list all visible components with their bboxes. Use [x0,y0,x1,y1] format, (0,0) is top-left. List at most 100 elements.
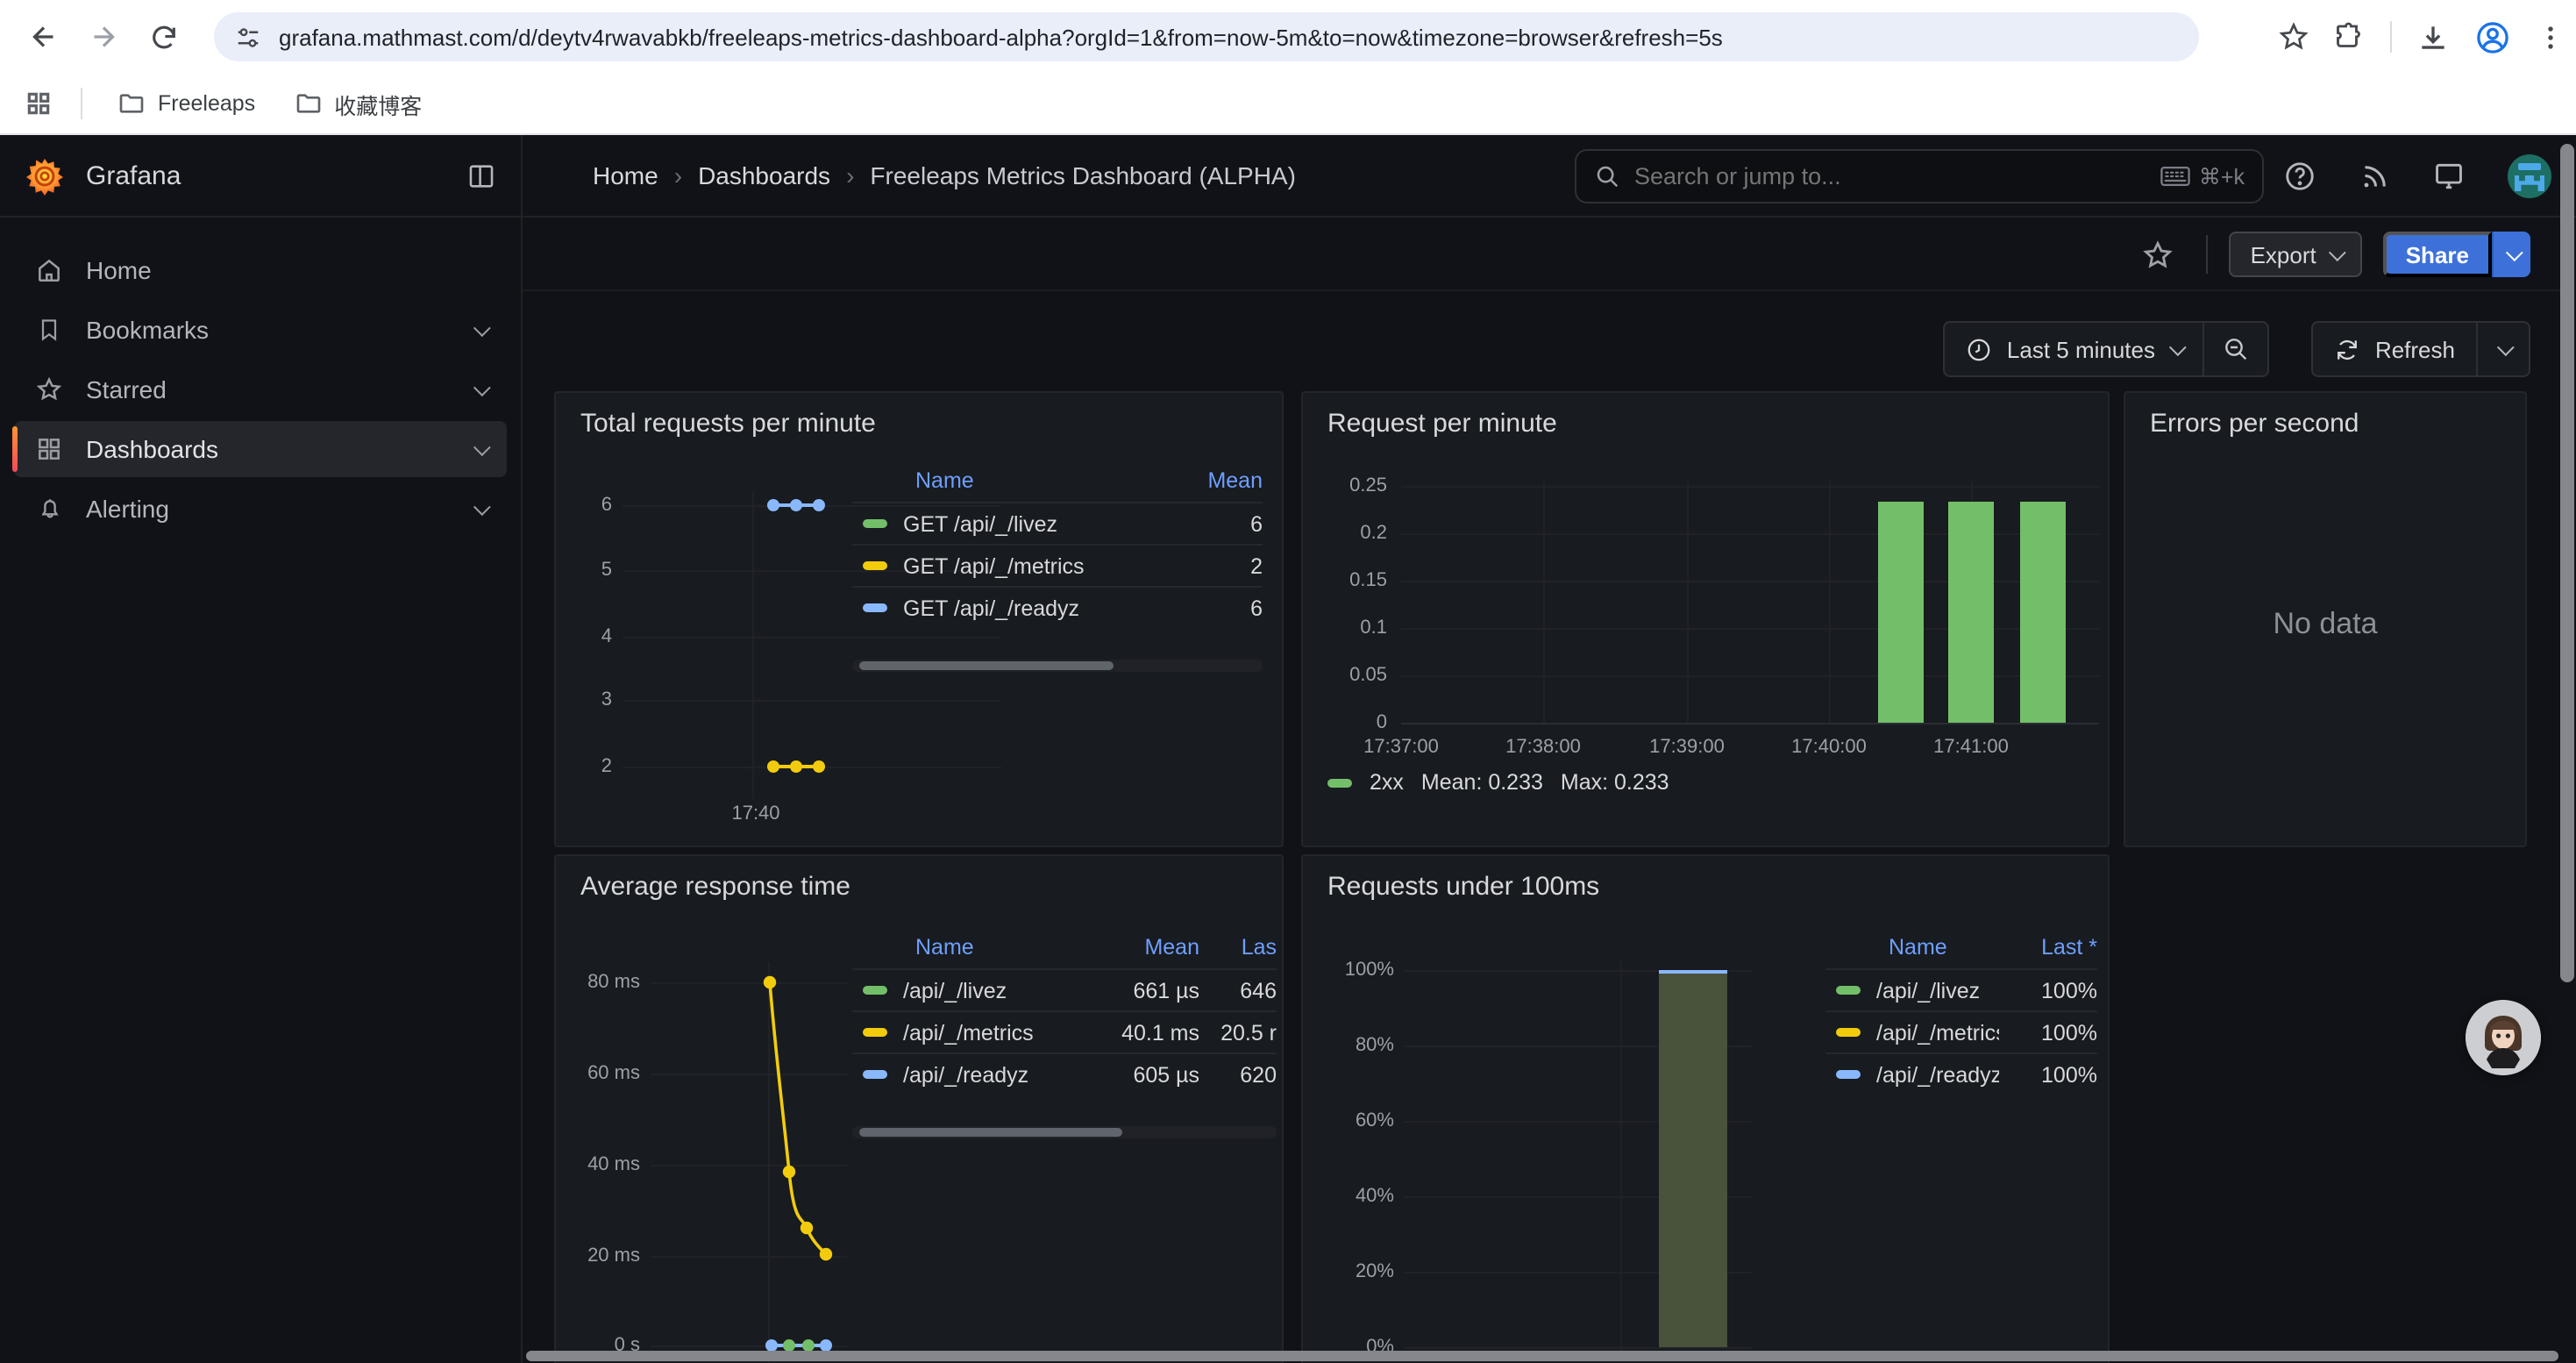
y-tick: 20% [1355,1261,1394,1282]
assistant-avatar[interactable] [2466,1000,2541,1075]
panel-errors-per-second[interactable]: Errors per second No data [2124,391,2527,847]
legend-row[interactable]: /api/_/livez 100% [1825,968,2097,1010]
sidebar-item-dashboards[interactable]: Dashboards [12,421,507,477]
sidebar-item-label: Dashboards [86,435,218,463]
series-color-pill [863,561,887,570]
refresh-button[interactable]: Refresh [2314,323,2476,375]
star-icon [35,375,63,403]
bookmark-star-icon[interactable] [2278,21,2309,53]
share-button[interactable]: Share [2382,232,2492,277]
user-avatar[interactable] [2508,154,2551,198]
legend-col-name[interactable]: Name [915,935,974,960]
panel-under-100ms[interactable]: Requests under 100ms 100% 80% 60% 40% 20… [1301,854,2110,1363]
profile-icon[interactable] [2474,18,2511,55]
bar-under-100ms [1659,970,1727,1347]
legend-col-name[interactable]: Name [915,468,974,493]
legend-col-mean[interactable]: Mean [1207,468,1263,493]
x-tick: 17:40 [747,1361,795,1363]
data-point [813,499,825,511]
legend-col-mean[interactable]: Mean [1144,935,1199,960]
export-button[interactable]: Export [2229,232,2362,277]
reload-icon[interactable] [133,7,193,67]
panel-title[interactable]: Total requests per minute [580,409,876,439]
legend-row[interactable]: GET /api/_/readyz 6 [852,586,1263,628]
apps-grid-icon[interactable] [18,89,60,118]
y-tick: 4 [601,626,612,647]
url-bar[interactable]: grafana.mathmast.com/d/deytv4rwavabkb/fr… [214,12,2199,61]
y-tick: 6 [601,495,612,516]
search-icon [1594,163,1620,189]
forward-icon[interactable] [74,7,133,67]
refresh-interval-button[interactable] [2476,323,2529,375]
zoom-out-button[interactable] [2202,323,2267,375]
legend-series-name[interactable]: 2xx [1370,770,1404,795]
panel-title[interactable]: Request per minute [1327,409,1557,439]
series-color-pill [1836,1070,1861,1079]
sidebar-item-starred[interactable]: Starred [14,361,507,417]
refresh-group: Refresh [2311,321,2530,377]
time-range-picker[interactable]: Last 5 minutes [1946,323,2202,375]
clock-icon [1968,338,1991,360]
back-icon[interactable] [14,7,74,67]
y-tick: 60% [1355,1110,1394,1131]
gridline [623,700,1001,702]
x-tick: 17:37:00 [1363,737,1439,758]
vertical-scrollbar[interactable] [2560,144,2574,982]
legend-col-name[interactable]: Name [1889,935,1947,960]
gridline [1405,1272,1752,1274]
legend-row[interactable]: /api/_/metrics 100% [1825,1010,2097,1053]
site-settings-icon[interactable] [235,24,261,50]
extensions-icon[interactable] [2334,21,2366,53]
panel-total-requests[interactable]: Total requests per minute 6 5 4 3 2 17:4… [554,391,1284,847]
legend-row[interactable]: /api/_/readyz 605 µs 620 [852,1053,1277,1095]
download-icon[interactable] [2416,20,2450,54]
y-tick: 0.1 [1360,617,1387,639]
y-tick: 5 [601,560,612,581]
panel-request-per-minute[interactable]: Request per minute 0.25 0.2 0.15 0.1 0.0… [1301,391,2110,847]
kiosk-monitor-icon[interactable] [2432,160,2466,193]
dock-sidebar-icon[interactable] [466,161,496,190]
bookmark-folder-blogs[interactable]: 收藏博客 [280,80,436,127]
legend-row[interactable]: /api/_/readyz 100% [1825,1053,2097,1095]
panel-title[interactable]: Average response time [580,872,850,902]
panel-title[interactable]: Requests under 100ms [1327,872,1600,902]
legend-row[interactable]: /api/_/livez 661 µs 646 [852,968,1277,1010]
chevron-down-icon [2505,243,2523,261]
sidebar-item-alerting[interactable]: Alerting [14,481,507,537]
panel-title[interactable]: Errors per second [2150,409,2359,439]
y-tick: 80 ms [587,972,640,993]
legend-col-last[interactable]: Las [1241,935,1277,960]
gridline [1405,1196,1752,1198]
legend-row[interactable]: GET /api/_/metrics 2 [852,544,1263,586]
bookmark-folder-freeleaps[interactable]: Freeleaps [103,82,269,125]
y-tick: 0.25 [1349,475,1387,496]
url-text[interactable]: grafana.mathmast.com/d/deytv4rwavabkb/fr… [279,24,1723,50]
news-rss-icon[interactable] [2359,161,2390,192]
search-box[interactable]: ⌘+k [1575,149,2264,203]
breadcrumb-home[interactable]: Home [593,161,658,189]
chevron-down-icon [2168,338,2187,356]
grafana-logo[interactable] [25,155,65,196]
dashboard-subheader: Export Share [523,218,2562,291]
sidebar-item-label: Home [86,256,152,284]
no-data-message: No data [2273,607,2378,640]
menu-kebab-icon[interactable] [2536,22,2565,52]
share-menu-button[interactable] [2492,232,2530,277]
legend-col-last[interactable]: Last * [2041,935,2097,960]
legend-row[interactable]: GET /api/_/livez 6 [852,502,1263,544]
breadcrumb-separator-icon: › [673,161,683,189]
help-icon[interactable] [2283,160,2316,193]
legend-scrollbar[interactable] [852,1126,1277,1138]
gridline [1687,481,1689,723]
legend-row[interactable]: /api/_/metrics 40.1 ms 20.5 r [852,1010,1277,1053]
horizontal-scrollbar[interactable] [526,1351,2558,1361]
series-color-pill [863,519,887,528]
gridline [1620,961,1622,1351]
panel-avg-response-time[interactable]: Average response time 80 ms 60 ms 40 ms … [554,854,1284,1363]
star-dashboard-icon[interactable] [2142,238,2175,271]
sidebar-item-bookmarks[interactable]: Bookmarks [14,302,507,358]
sidebar-item-home[interactable]: Home [14,242,507,298]
search-input[interactable] [1634,163,2146,189]
legend-scrollbar[interactable] [852,660,1263,672]
breadcrumb-dashboards[interactable]: Dashboards [698,161,831,189]
